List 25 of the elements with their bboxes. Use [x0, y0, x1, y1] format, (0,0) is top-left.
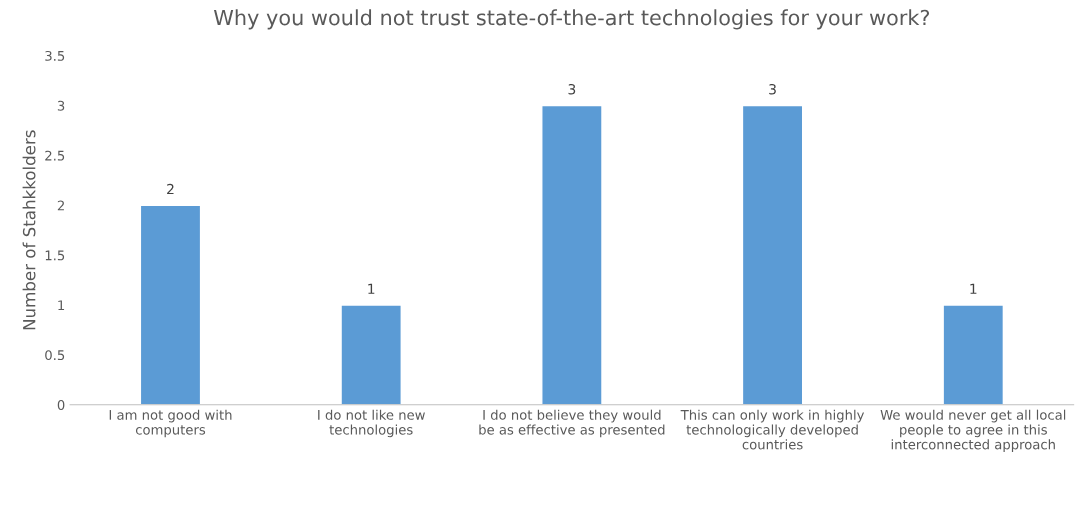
bar [942, 304, 1005, 405]
data-label: 1 [970, 283, 977, 294]
x-tick-label: I do not believe they would be as effective as presented [479, 409, 665, 438]
y-tick-label: 0.5 [45, 350, 65, 361]
data-label: 1 [368, 283, 375, 294]
y-axis-title: Number of Stahkkolders [22, 130, 36, 330]
y-tick-label: 0 [57, 400, 65, 410]
bar [139, 204, 202, 405]
x-tick-label: I am not good with computers [109, 409, 232, 438]
y-tick-label: 2.5 [45, 150, 65, 161]
x-tick-label: I do not like new technologies [318, 409, 425, 438]
bar [340, 304, 402, 405]
data-label: 2 [167, 183, 174, 195]
y-tick-label: 1.5 [45, 250, 65, 261]
y-tick-label: 2 [57, 200, 64, 211]
x-tick-label: We would never get all local people to agree in this interconnected approach [880, 409, 1066, 452]
y-tick-label: 3.5 [45, 50, 65, 61]
data-label: 3 [769, 84, 776, 95]
bar [541, 104, 603, 405]
chart-title: Why you would not trust state-of-the-art technologies for your work? [213, 9, 930, 30]
data-label: 3 [568, 84, 576, 95]
bar [741, 104, 804, 405]
y-tick-label: 3 [57, 100, 65, 111]
y-tick-label: 1 [58, 300, 65, 311]
x-tick-label: This can only work in highly technologically developed countries [680, 409, 865, 450]
